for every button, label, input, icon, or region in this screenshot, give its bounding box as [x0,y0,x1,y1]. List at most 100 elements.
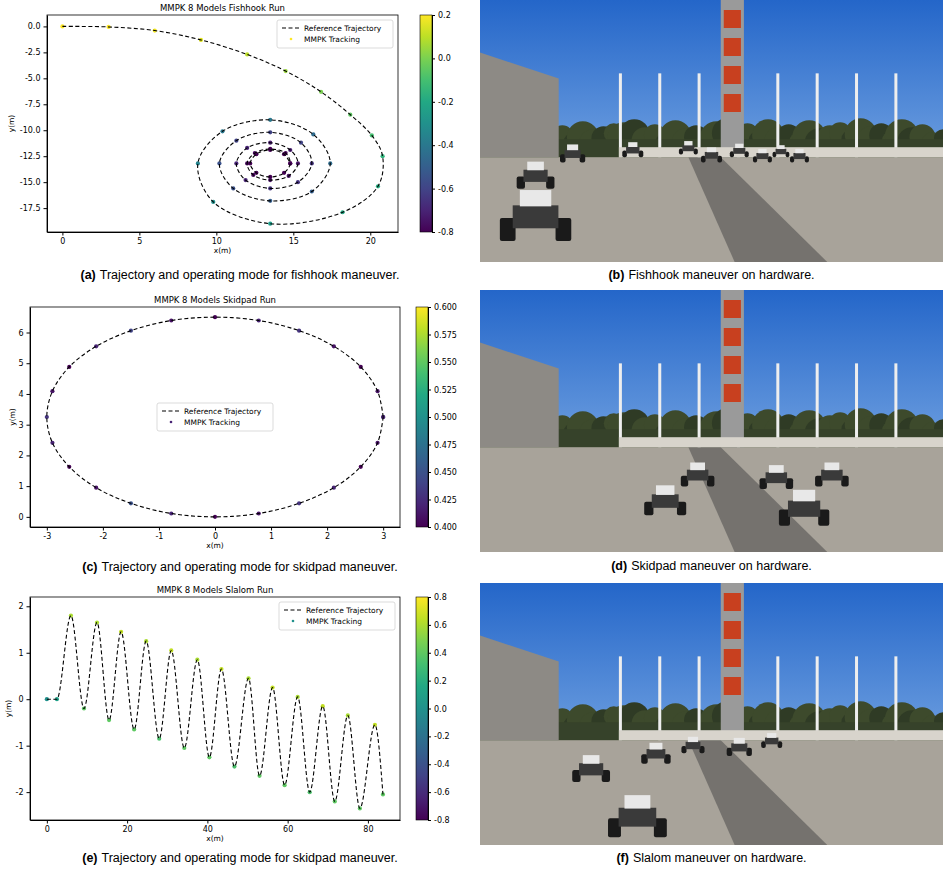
robot [730,144,749,158]
y-tick: -2.5 [25,48,47,57]
x-tick-mark [271,527,272,531]
y-axis-line [47,16,48,233]
caption: (f)Slalom maneuver on hardware. [616,851,806,865]
y-tick-label: 0.0 [28,22,41,31]
caption: (c)Trajectory and operating mode for ski… [82,560,398,574]
robot [517,162,555,189]
colorbar-tick-mark [428,681,431,682]
y-tick-label: 4 [18,390,23,399]
x-tick: 40 [203,820,213,834]
robot-top [649,743,662,750]
robot-top [684,141,692,145]
robot [701,147,722,162]
robot-body [513,205,559,228]
x-axis-title: x(m) [206,834,224,843]
tower-sign [724,10,741,28]
x-axis: 020406080 [31,820,401,834]
y-tick: 5 [18,359,30,368]
x-tick: 15 [289,232,299,246]
plot-area [45,613,385,810]
colorbar-tick: -0.6 [432,185,454,194]
tower [721,290,744,447]
x-axis-line [31,820,401,821]
colorbar-tick-label: -0.8 [434,816,450,825]
sky [480,290,943,552]
y-tick-mark [44,104,48,105]
legend-label: MMPK Tracking [304,35,360,44]
x-tick: 10 [212,232,222,246]
robot-body [756,153,768,159]
lamp-post [619,363,622,447]
x-tick: 5 [137,232,142,246]
plot-background [30,597,400,820]
lamp-post [816,363,819,447]
colorbar-tick-mark [428,307,431,308]
robot-top [777,145,784,149]
y-tick-mark [27,455,31,456]
wall [619,437,943,447]
x-tick: 60 [283,820,293,834]
lamp-post [776,656,779,740]
colorbar-tick-mark [428,362,431,363]
x-tick: 80 [363,820,373,834]
robot-body [733,148,745,154]
robot-top [758,149,766,153]
x-tick-mark [127,820,128,824]
robot-top [795,149,803,153]
robot-top [567,144,578,150]
colorbar-tick-label: 0.2 [434,677,447,686]
tower-sign [724,384,741,402]
y-tick-mark [27,486,31,487]
lamp-post [855,656,858,740]
y-tick: -15.0 [20,178,47,187]
robot-body [686,742,701,749]
colorbar-tick-mark [428,390,431,391]
colorbar-tick-mark [428,653,431,654]
legend-label: Reference Trajectory [184,407,262,416]
colorbar-tick-mark [428,709,431,710]
x-tick: 3 [381,527,386,541]
caption: (b)Fishhook maneuver on hardware. [608,268,814,282]
y-tick-mark [27,517,31,518]
x-tick-mark [293,232,294,236]
colorbar-tick-mark [432,145,435,146]
photo [471,285,949,552]
colorbar-tick-mark [428,820,431,821]
colorbar-tick: 0.2 [428,677,447,686]
robot-body [523,170,547,182]
tracking-point [50,441,54,445]
tower-sign [724,38,741,56]
lamp-post [855,73,858,157]
caption-text: Trajectory and operating mode for fishho… [100,268,400,282]
robot-top [734,738,745,744]
lamp-post [658,363,661,447]
x-tick-mark [159,527,160,531]
y-tick-mark [27,425,31,426]
wall [619,730,943,740]
y-tick-label: -17.5 [20,204,41,213]
robot-top [520,190,551,206]
y-tick: -10.0 [20,126,47,135]
photo [471,578,949,845]
y-tick: 1 [18,482,30,491]
y-axis: -2-1012 [16,598,31,821]
robot [681,737,704,754]
legend: Reference TrajectoryMMPK Tracking [157,403,273,431]
tower-sign [724,593,741,611]
shadow [688,740,827,845]
colorbar [420,15,432,232]
lamp-post [698,363,701,447]
y-axis-line [30,308,31,528]
x-tick-label: 20 [123,825,133,834]
colorbar-tick-mark [428,736,431,737]
robot-top [690,463,705,471]
x-tick-label: 0 [213,532,218,541]
robot-body [579,763,603,775]
figure: 051015200.0-2.5-5.0-7.5-10.0-12.5-15.0-1… [0,0,949,873]
shadow [688,157,827,262]
colorbar-tick-label: 0.550 [434,358,457,367]
chart: -3-2-101230123456MMPK 8 Models Skidpad R… [8,295,457,550]
tower-sign [724,66,741,84]
photo-scene [480,0,943,262]
robot [790,149,809,163]
